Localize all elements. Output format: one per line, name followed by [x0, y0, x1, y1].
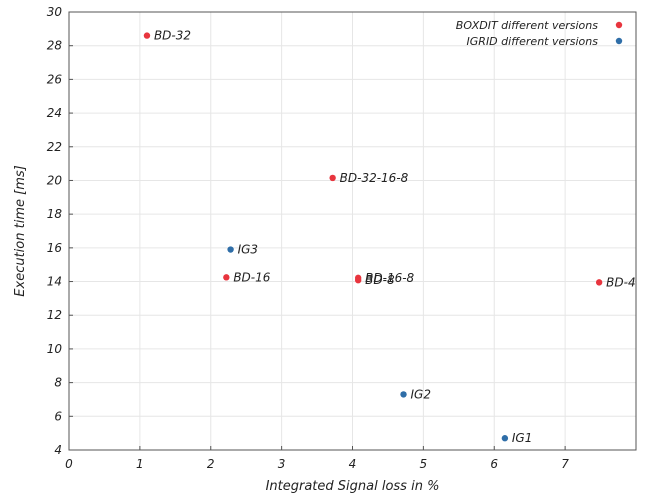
data-point-bd-4 [595, 279, 603, 286]
y-tick-label: 16 [47, 241, 63, 255]
point-label: BD-32 [154, 29, 191, 43]
y-tick-label: 12 [47, 308, 62, 322]
y-axis-label: Execution time [ms] [13, 165, 28, 296]
data-points: BD-32 BD-32-16-8 BD-16 BD-16-8BD-8 BD-4 IG3 IG… [143, 29, 636, 445]
legend: BOXDIT different versions IGRID different… [456, 19, 623, 48]
legend-marker [615, 21, 623, 29]
legend-marker [615, 37, 623, 45]
y-tick-label: 10 [47, 342, 63, 356]
x-tick-label: 4 [349, 457, 357, 471]
y-tick-label: 20 [47, 173, 63, 187]
data-point-ig1 [501, 435, 509, 442]
x-tick-label: 5 [420, 457, 428, 471]
legend-entry-label: IGRID different versions [467, 35, 599, 48]
point-label: BD-32-16-8 [340, 171, 409, 185]
point-label: BD-8 [365, 273, 395, 287]
data-point-bd-8 [354, 276, 362, 284]
data-point-ig3 [227, 246, 234, 253]
point-label: IG1 [512, 431, 532, 445]
point-label: IG2 [411, 387, 431, 401]
y-tick-label: 24 [47, 106, 62, 120]
x-tick-label: 3 [278, 457, 286, 471]
point-label: IG3 [238, 243, 258, 257]
x-tick-label: 7 [561, 457, 569, 471]
y-tick-label: 8 [54, 376, 62, 390]
legend-entry-label: BOXDIT different versions [456, 19, 598, 32]
y-tick-label: 26 [47, 72, 63, 86]
x-axis-label: Integrated Signal loss in % [266, 479, 440, 494]
data-point-bd-32 [143, 32, 151, 39]
y-tick-label: 14 [47, 275, 62, 289]
data-point-bd-16 [223, 274, 230, 281]
y-tick-label: 22 [47, 140, 62, 154]
y-tick-label: 28 [47, 39, 63, 53]
gridlines [68, 11, 636, 451]
x-tick-label: 2 [207, 457, 215, 471]
y-tick-label: 4 [54, 443, 62, 457]
x-axis-ticks: 0 1 2 3 4 5 6 7 [65, 446, 569, 471]
y-axis-ticks: 4 6 8 10 12 14 16 18 20 22 24 26 28 30 [47, 5, 73, 457]
x-tick-label: 1 [136, 457, 144, 471]
point-label: BD-16 [233, 270, 270, 284]
point-label: BD-4 [606, 275, 635, 289]
y-tick-label: 18 [47, 207, 63, 221]
data-point-ig2 [400, 391, 407, 398]
y-tick-label: 30 [47, 5, 63, 19]
x-tick-label: 0 [65, 457, 73, 471]
data-point-bd-32-16-8 [329, 174, 336, 182]
y-tick-label: 6 [54, 409, 62, 423]
x-tick-label: 6 [490, 457, 498, 471]
point-label: BD-16-8 [365, 271, 414, 285]
